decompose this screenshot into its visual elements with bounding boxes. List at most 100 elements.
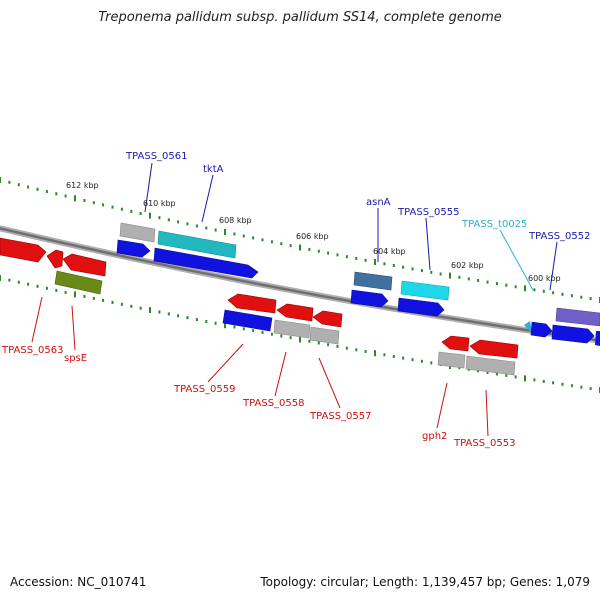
minor-tick [420,359,423,363]
gene-feature[interactable] [153,247,259,279]
minor-tick [102,298,105,302]
leader-line [207,343,244,383]
gene-feature[interactable] [312,310,343,328]
gene-label[interactable]: TPASS_0557 [309,411,371,422]
minor-tick [505,373,508,377]
gene-feature[interactable] [465,355,516,376]
minor-tick [111,205,114,209]
gene-feature[interactable] [119,222,156,243]
major-tick [0,177,1,183]
gene-feature[interactable] [0,237,47,263]
major-tick [449,272,451,279]
minor-tick [402,265,405,269]
gene-feature[interactable] [397,297,445,317]
gene-feature[interactable] [555,307,600,327]
minor-tick [430,361,433,365]
gene-feature[interactable] [437,351,466,369]
minor-tick [533,378,536,382]
major-tick [149,212,151,219]
gene-label[interactable]: gph2 [422,431,447,442]
gene-feature[interactable] [551,324,595,344]
minor-tick [589,387,592,391]
gene-label[interactable]: TPASS_0555 [397,207,459,218]
minor-tick [102,203,105,207]
gene-feature[interactable] [595,331,600,346]
minor-tick [411,267,414,271]
minor-tick [345,346,348,350]
minor-tick [467,277,470,281]
leader-line [144,162,153,213]
minor-tick [514,375,517,379]
gene-label[interactable]: spsE [64,353,87,364]
minor-tick [261,238,264,242]
gene-label[interactable]: TPASS_0563 [1,345,63,356]
leader-line [425,217,431,271]
gene-feature[interactable] [54,270,103,295]
major-tick [74,291,76,298]
minor-tick [486,370,489,374]
minor-tick [195,318,198,322]
minor-tick [195,224,198,228]
leader-line [71,305,76,351]
leader-line [201,174,214,223]
minor-tick [120,207,123,211]
minor-tick [177,314,180,318]
minor-tick [280,242,283,246]
outer-tick-track [0,177,600,303]
minor-tick [439,272,442,276]
gene-feature[interactable] [227,293,277,314]
gene-feature[interactable] [350,289,389,308]
minor-tick [55,192,58,196]
minor-tick [270,332,273,336]
minor-tick [308,247,311,251]
minor-tick [120,302,123,306]
gene-label[interactable]: TPASS_t0025 [461,219,527,230]
gene-feature[interactable] [273,319,311,339]
minor-tick [289,336,292,340]
minor-tick [430,270,433,274]
major-tick [374,350,376,357]
minor-tick [420,269,423,273]
gene-feature[interactable] [222,309,273,332]
gene-label[interactable]: TPASS_0552 [528,231,590,242]
minor-tick [580,295,583,299]
gene-label[interactable]: asnA [366,197,391,208]
gene-label[interactable]: TPASS_0553 [453,438,515,449]
minor-tick [205,320,208,323]
gene-feature[interactable] [309,326,340,345]
minor-tick [92,296,95,300]
gene-feature[interactable] [157,230,237,259]
gene-feature[interactable] [276,303,314,322]
gene-feature[interactable] [46,249,64,269]
gene-label[interactable]: TPASS_0559 [173,384,235,395]
gene-feature[interactable] [441,335,470,352]
minor-tick [495,372,498,376]
minor-tick [158,216,161,220]
minor-tick [252,236,255,240]
leader-line [549,241,558,291]
gene-feature[interactable] [116,239,151,258]
gene-label[interactable]: TPASS_0561 [125,151,187,162]
gene-feature[interactable] [469,339,519,359]
minor-tick [364,350,367,353]
gene-feature[interactable] [62,253,107,277]
gene-label[interactable]: TPASS_0558 [242,398,304,409]
minor-tick [280,334,283,338]
accession-text: Accession: NC_010741 [10,575,147,589]
minor-tick [45,190,48,193]
gene-feature[interactable] [530,321,553,338]
minor-tick [458,275,461,279]
major-tick [299,336,301,343]
gene-feature[interactable] [400,280,450,301]
major-tick [74,195,76,202]
minor-tick [64,290,67,294]
minor-tick [308,339,311,343]
gene-label[interactable]: tktA [203,164,224,175]
minor-tick [345,255,348,259]
major-tick [224,322,226,329]
minor-tick [336,344,339,348]
minor-tick [242,234,245,238]
gene-feature[interactable] [353,271,393,291]
gene-feature[interactable] [524,321,532,333]
